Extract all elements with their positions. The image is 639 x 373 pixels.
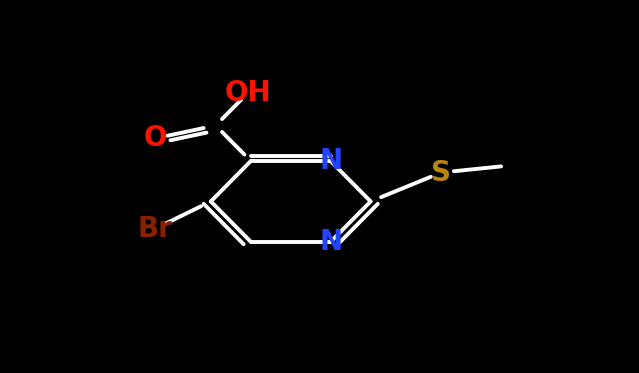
Text: S: S <box>431 159 451 186</box>
Text: N: N <box>319 228 343 256</box>
Text: N: N <box>319 147 343 175</box>
Text: OH: OH <box>224 79 271 107</box>
Text: O: O <box>144 124 167 152</box>
Text: Br: Br <box>137 215 172 243</box>
